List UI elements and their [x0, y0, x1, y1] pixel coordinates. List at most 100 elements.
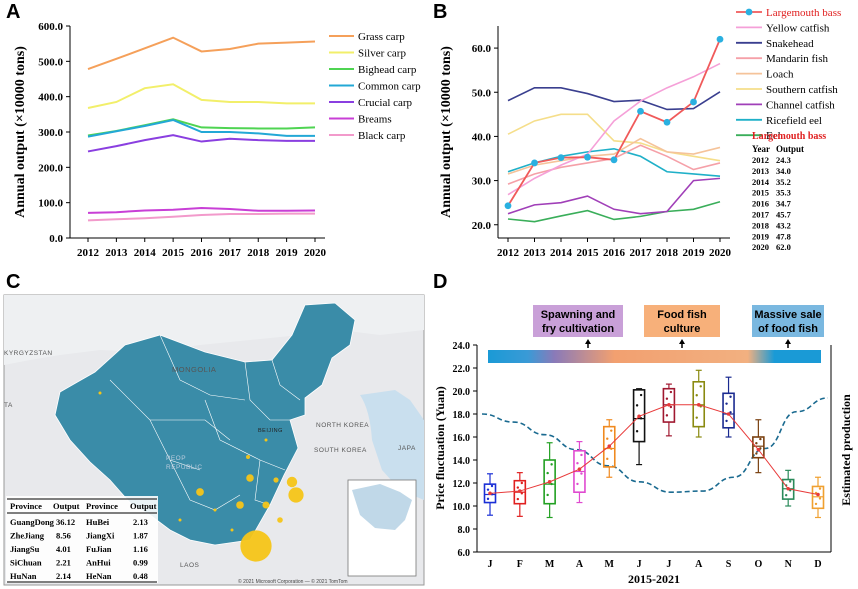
a-x-tick-label: 2012: [77, 247, 100, 259]
b-x-tick-label: 2020: [709, 247, 732, 259]
d-box-point: [546, 493, 549, 497]
d-box: [722, 392, 735, 429]
d-mean-point: [607, 444, 612, 449]
d-box-point: [639, 417, 643, 420]
map-label-peop: PEOP: [166, 455, 186, 462]
d-mean-point: [726, 412, 731, 416]
map-label-beijing: BEIJING: [258, 428, 283, 434]
d-box-point: [486, 488, 490, 491]
b-legend-label: Snakehead: [766, 38, 814, 50]
c-table-cell: 0.48: [133, 571, 148, 581]
b-x-tick-label: 2016: [603, 247, 626, 259]
panel-label-a: A: [6, 1, 20, 23]
map-bubble-jiangsu: [286, 476, 298, 488]
d-mean-point: [518, 489, 522, 493]
map-bubble-henan: [246, 455, 250, 459]
d-box-point: [669, 390, 673, 394]
b-x-tick-label: 2014: [550, 247, 573, 259]
a-legend-label: Bighead carp: [358, 64, 417, 76]
a-series-line: [87, 212, 315, 222]
a-legend-label: Breams: [358, 114, 392, 126]
d-phase-box: [533, 305, 623, 337]
b-table-year: 2018: [752, 220, 769, 230]
panel-label-d: D: [433, 271, 447, 293]
d-box-point: [725, 419, 728, 423]
map-bubble-fujian: [277, 517, 283, 523]
map-bubble-hubei: [246, 474, 254, 482]
panel-c: MONGOLIA KYRGYZSTAN BEIJING NORTH KOREA SOUT…: [3, 294, 425, 586]
c-table-cell: 2.13: [133, 517, 148, 527]
d-box-point: [580, 472, 583, 475]
b-largemouth-marker: [610, 156, 618, 164]
b-legend-label: Largemouth bass: [766, 7, 841, 19]
b-y-tick-label: 20.0: [472, 220, 492, 232]
c-table-cell: 1.87: [133, 531, 149, 541]
c-table-cell: 2.14: [56, 571, 72, 581]
d-box-point: [516, 497, 520, 501]
d-box-point: [610, 429, 613, 432]
d-box-point: [550, 463, 553, 466]
a-y-tick-label: 400.0: [38, 92, 63, 104]
c-table-header: Output: [130, 501, 157, 511]
a-legend-label: Crucial carp: [358, 97, 413, 109]
c-table-cell: JiangSu: [10, 544, 40, 554]
d-box-point: [729, 395, 732, 398]
a-legend-label: Silver carp: [358, 48, 406, 60]
d-mean-point: [547, 480, 552, 484]
b-series-line: [507, 113, 721, 162]
a-x-tick-label: 2014: [134, 247, 157, 259]
a-x-tick-label: 2018: [247, 247, 270, 259]
map-bubble-anhui: [273, 477, 279, 483]
d-x-tick-label: F: [517, 559, 523, 570]
d-box: [543, 459, 556, 505]
b-table-year: 2014: [752, 177, 770, 187]
d-box-point: [576, 482, 579, 486]
d-y-tick-label: 22.0: [453, 364, 471, 375]
d-y-tick-label: 12.0: [453, 479, 471, 490]
c-table-bg: [6, 496, 158, 583]
map-label-kyrgyzstan: KYRGYZSTAN: [4, 350, 53, 357]
map-inset-shape: [352, 484, 412, 530]
map-copyright: © 2021 Microsoft Corporation — © 2021 To…: [238, 578, 348, 585]
d-mean-point: [637, 414, 641, 419]
d-box-point: [814, 502, 818, 506]
d-x-tick-label: S: [726, 559, 732, 570]
d-box-point: [669, 405, 673, 409]
d-box-point: [784, 493, 788, 497]
c-table-cell: AnHui: [86, 558, 111, 568]
map-bubble-hunan: [236, 501, 244, 509]
d-mean-point: [786, 486, 790, 491]
a-x-tick-label: 2017: [219, 247, 242, 259]
b-legend-label: Eel: [766, 130, 781, 142]
panel-d: Spawning and fry cultivation Food fish cult…: [433, 305, 853, 586]
d-x-tick-label: M: [605, 559, 615, 570]
b-largemouth-marker: [504, 202, 512, 210]
b-legend-label: Yellow catfish: [766, 22, 830, 34]
b-table-output: 45.7: [776, 210, 792, 220]
a-series-line: [87, 118, 315, 138]
c-table-cell: JiangXi: [86, 531, 115, 541]
map-bubble-minor: [98, 391, 102, 395]
b-table-output: 43.2: [776, 220, 791, 230]
b-x-tick-label: 2017: [630, 247, 653, 259]
b-largemouth-marker: [557, 154, 565, 162]
d-x-tick-label: J: [637, 559, 642, 570]
map-label-ta: TA: [4, 402, 13, 409]
map-label-north_korea: NORTH KOREA: [316, 422, 369, 429]
d-box-point: [665, 397, 669, 400]
d-y-tick-label: 16.0: [453, 433, 471, 444]
d-x-tick-label: A: [576, 559, 584, 570]
d-x-tick-label: O: [754, 559, 762, 570]
map-label-laos: LAOS: [180, 562, 200, 569]
d-mean-point: [816, 492, 820, 497]
b-table-output: 35.2: [776, 177, 791, 187]
b-largemouth-marker: [716, 35, 724, 43]
d-phase-label: fry cultivation: [542, 323, 614, 335]
d-phase-box: [752, 305, 824, 337]
d-box-point: [580, 453, 583, 457]
d-box-point: [788, 480, 792, 483]
d-phase-label: Massive sale: [754, 309, 821, 321]
map-bubble-minor: [178, 518, 182, 522]
b-table-year: 2012: [752, 155, 769, 165]
d-box-point: [695, 394, 698, 397]
